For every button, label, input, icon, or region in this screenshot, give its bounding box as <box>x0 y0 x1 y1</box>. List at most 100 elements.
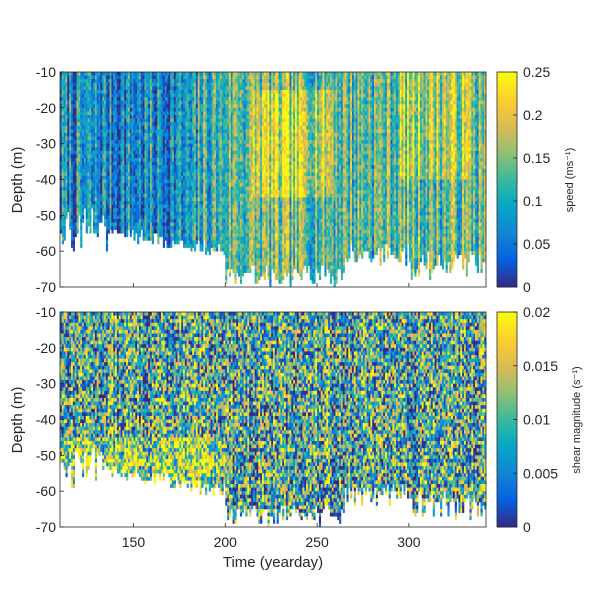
heatmap-cell <box>230 204 233 213</box>
heatmap-cell <box>89 143 92 148</box>
heatmap-cell <box>74 89 77 94</box>
heatmap-cell <box>87 147 90 152</box>
heatmap-cell <box>179 118 182 127</box>
heatmap-cell <box>137 129 140 134</box>
heatmap-cell <box>267 193 270 202</box>
heatmap-cell <box>203 89 206 98</box>
heatmap-cell <box>83 140 87 144</box>
heatmap-cell <box>89 107 92 116</box>
heatmap-cell <box>76 193 79 202</box>
heatmap-cell <box>263 261 266 266</box>
heatmap-cell <box>162 93 165 98</box>
heatmap-cell <box>216 244 219 248</box>
heatmap-cell <box>254 89 257 101</box>
heatmap-cell <box>74 197 77 202</box>
heatmap-cell <box>298 261 301 270</box>
heatmap-cell <box>140 118 143 123</box>
heatmap-cell <box>223 136 226 141</box>
heatmap-cell <box>76 115 79 119</box>
heatmap-cell <box>168 140 171 148</box>
heatmap-cell <box>192 240 195 248</box>
heatmap-cell <box>190 107 193 116</box>
heatmap-cell <box>184 222 187 227</box>
heatmap-cell <box>197 197 200 202</box>
heatmap-cell <box>269 193 272 198</box>
heatmap-cell <box>265 190 268 195</box>
heatmap-cell <box>82 215 85 220</box>
heatmap-cell <box>109 132 112 137</box>
heatmap-cell <box>60 172 63 177</box>
heatmap-cell <box>217 211 221 216</box>
heatmap-cell <box>96 190 99 195</box>
heatmap-cell <box>293 258 296 266</box>
heatmap-cell <box>263 193 266 198</box>
heatmap-cell <box>192 122 195 127</box>
heatmap-cell <box>195 190 199 195</box>
heatmap-cell <box>261 183 265 187</box>
heatmap-cell <box>269 172 272 177</box>
heatmap-cell <box>131 193 134 198</box>
heatmap-cell <box>157 229 160 238</box>
heatmap-cell <box>131 208 134 213</box>
heatmap-cell <box>137 111 140 116</box>
heatmap-cell <box>223 186 226 191</box>
heatmap-cell <box>184 75 187 80</box>
heatmap-cell <box>133 211 136 216</box>
heatmap-cell <box>208 190 211 198</box>
heatmap-cell <box>265 132 268 137</box>
heatmap-cell <box>118 193 121 202</box>
heatmap-cell <box>300 147 303 155</box>
heatmap-cell <box>249 72 252 76</box>
heatmap-cell <box>78 201 81 205</box>
heatmap-cell <box>252 132 255 137</box>
heatmap-cell <box>201 201 204 205</box>
heatmap-cell <box>234 186 237 191</box>
heatmap-cell <box>184 93 187 98</box>
heatmap-cell <box>263 208 266 213</box>
heatmap-cell <box>93 172 96 177</box>
heatmap-cell <box>197 89 200 98</box>
heatmap-cell <box>109 179 112 184</box>
heatmap-cell <box>289 183 292 187</box>
heatmap-cell <box>199 175 202 180</box>
heatmap-cell <box>296 79 300 84</box>
heatmap-cell <box>243 244 246 248</box>
heatmap-cell <box>269 186 272 191</box>
heatmap-cell <box>115 211 118 220</box>
heatmap-cell <box>129 229 132 234</box>
heatmap-cell <box>203 147 206 152</box>
heatmap-cell <box>287 183 290 191</box>
heatmap-cell <box>142 197 145 202</box>
heatmap-cell <box>291 215 294 220</box>
heatmap-cell <box>293 222 296 227</box>
heatmap-cell <box>256 140 259 144</box>
heatmap-cell <box>69 218 72 223</box>
heatmap-cell <box>146 179 149 184</box>
heatmap-cell <box>203 140 206 144</box>
heatmap-cell <box>295 168 298 177</box>
heatmap-cell <box>155 186 158 191</box>
heatmap-cell <box>83 193 87 198</box>
heatmap-cell <box>104 93 107 101</box>
heatmap-cell <box>256 161 259 166</box>
heatmap-cell <box>195 150 199 155</box>
heatmap-cell <box>296 218 300 227</box>
heatmap-cell <box>181 211 184 216</box>
heatmap-cell <box>100 100 103 105</box>
heatmap-cell <box>247 125 250 130</box>
heatmap-cell <box>216 175 219 180</box>
heatmap-cell <box>113 104 116 109</box>
heatmap-cell <box>230 190 233 198</box>
heatmap-cell <box>93 122 96 127</box>
heatmap-cell <box>142 201 145 205</box>
heatmap-cell <box>76 86 79 94</box>
heatmap-cell <box>243 168 246 173</box>
heatmap-cell <box>295 222 298 227</box>
heatmap-cell <box>261 208 265 213</box>
heatmap-cell <box>287 193 290 198</box>
heatmap-cell <box>159 93 162 101</box>
heatmap-cell <box>133 150 136 155</box>
heatmap-cell <box>126 183 129 187</box>
heatmap-cell <box>177 183 180 187</box>
heatmap-cell <box>186 168 189 173</box>
